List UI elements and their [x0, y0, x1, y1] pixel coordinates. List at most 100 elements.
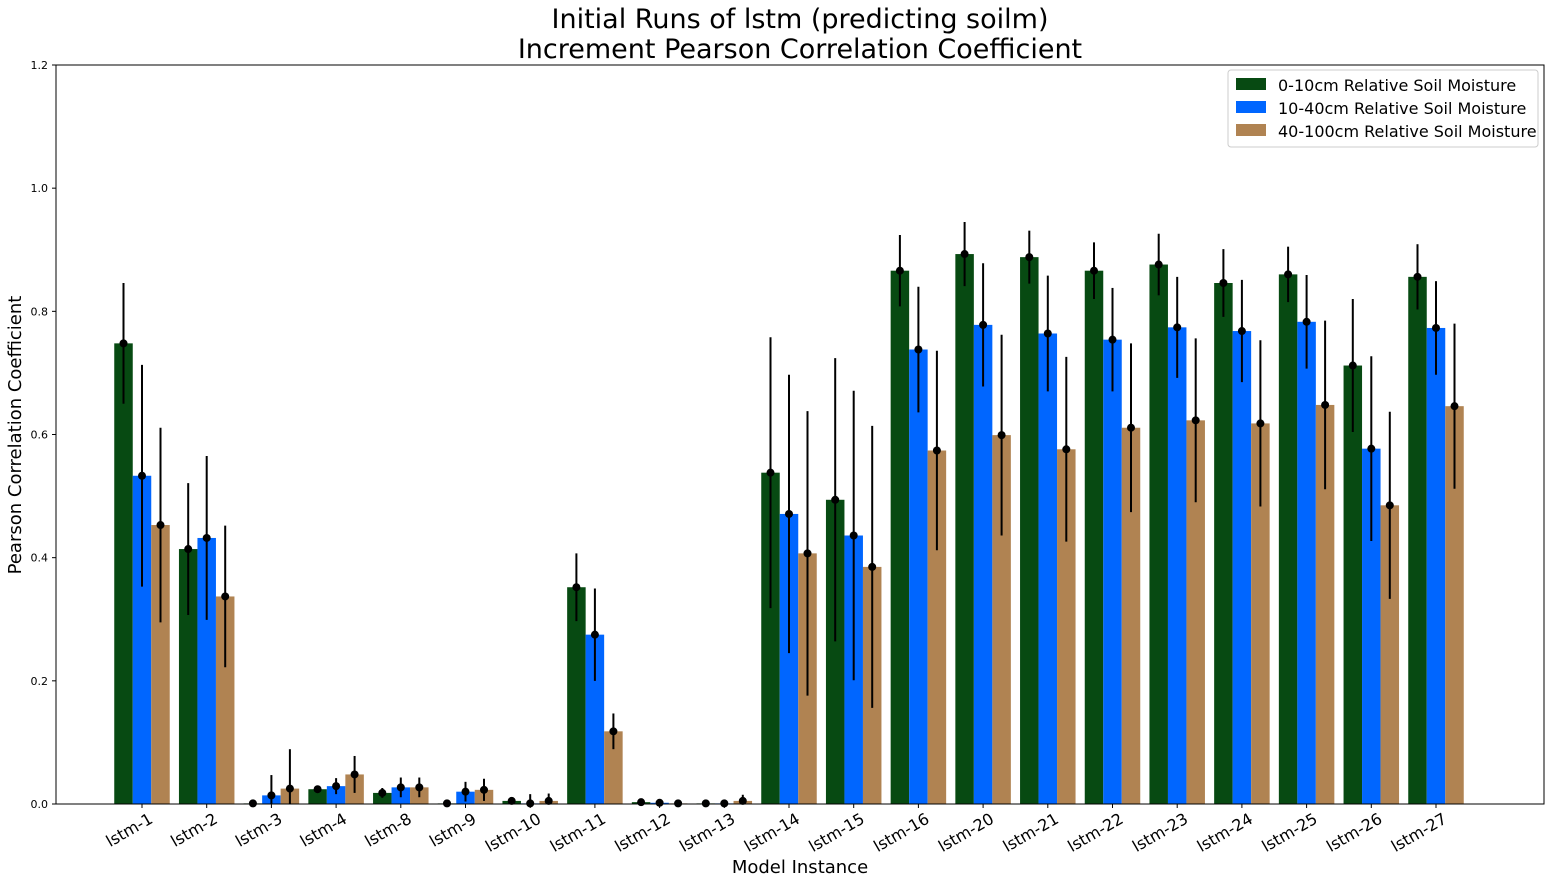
- x-tick-label: lstm-13: [676, 809, 738, 856]
- point-lstm-23-series-1: [1173, 323, 1182, 332]
- bar-lstm-1-series-2: [151, 525, 170, 804]
- bar-lstm-11-series-2: [604, 731, 623, 804]
- x-tick-label: lstm-14: [741, 809, 803, 856]
- point-lstm-1-series-0: [119, 339, 128, 348]
- point-lstm-1-series-2: [156, 521, 165, 530]
- x-axis: lstm-1 lstm-2 lstm-3 lstm-4 lstm-8 lstm-9 lstm…: [103, 804, 1450, 856]
- x-axis-label: Model Instance: [732, 857, 868, 878]
- bar-lstm-27-series-0: [1408, 276, 1427, 805]
- point-lstm-8-series-2: [415, 783, 424, 792]
- point-lstm-11-series-0: [572, 583, 581, 592]
- legend-label-0-10cm: 0-10cm Relative Soil Moisture: [1278, 76, 1516, 95]
- bar-lstm-26-series-0: [1343, 365, 1363, 804]
- point-lstm-27-series-1: [1432, 323, 1440, 332]
- point-lstm-27-series-0: [1413, 272, 1422, 281]
- x-tick-label: lstm-8: [361, 809, 414, 851]
- chart-title-line-2: Increment Pearson Correlation Coefficien…: [518, 34, 1082, 65]
- point-lstm-10-series-0: [507, 796, 516, 805]
- point-lstm-26-series-2: [1385, 501, 1394, 510]
- point-lstm-13-series-2: [738, 796, 747, 805]
- bar-lstm-20-series-1: [973, 324, 993, 804]
- point-lstm-9-series-2: [480, 785, 488, 794]
- x-tick-label: lstm-23: [1129, 809, 1191, 856]
- x-tick-label: lstm-1: [103, 809, 156, 851]
- bar-lstm-2-series-1: [197, 537, 216, 804]
- legend-label-10-40cm: 10-40cm Relative Soil Moisture: [1278, 99, 1526, 118]
- point-lstm-15-series-1: [849, 531, 858, 540]
- point-lstm-14-series-0: [766, 468, 775, 477]
- bar-lstm-2-series-0: [178, 549, 198, 804]
- point-lstm-24-series-1: [1237, 327, 1246, 336]
- bar-lstm-11-series-0: [567, 587, 586, 804]
- bar-lstm-4-series-0: [308, 789, 327, 804]
- point-lstm-3-series-0: [248, 799, 257, 808]
- point-lstm-3-series-2: [285, 784, 294, 793]
- point-lstm-15-series-2: [868, 562, 877, 571]
- x-tick-label: lstm-21: [1000, 809, 1062, 856]
- bar-lstm-2-series-2: [215, 596, 235, 804]
- x-tick-label: lstm-3: [232, 809, 285, 851]
- bar-lstm-20-series-2: [992, 435, 1011, 804]
- bar-lstm-23-series-2: [1186, 420, 1205, 804]
- point-lstm-9-series-1: [461, 787, 470, 796]
- errorbar-group: [119, 222, 1459, 808]
- x-tick-label: lstm-20: [935, 809, 997, 856]
- bar-lstm-8-series-0: [373, 792, 392, 804]
- legend-swatch-40-100cm: [1236, 124, 1266, 136]
- y-axis: 0.0 0.2 0.4 0.6 0.8 1.0 1.2: [31, 59, 56, 811]
- point-lstm-21-series-1: [1043, 329, 1052, 338]
- bar-lstm-23-series-1: [1167, 327, 1187, 804]
- bar-lstm-26-series-2: [1380, 505, 1400, 804]
- point-lstm-21-series-0: [1025, 253, 1034, 262]
- legend-swatch-10-40cm: [1236, 101, 1266, 113]
- point-lstm-22-series-2: [1127, 423, 1135, 432]
- bar-lstm-22-series-2: [1121, 427, 1141, 804]
- point-lstm-11-series-1: [590, 630, 599, 639]
- y-tick-label: 0.4: [31, 552, 49, 565]
- point-lstm-13-series-1: [720, 799, 729, 808]
- bar-lstm-16-series-2: [927, 450, 947, 804]
- point-lstm-23-series-2: [1191, 416, 1200, 425]
- bar-lstm-11-series-1: [585, 634, 605, 804]
- bar-group: [114, 254, 1464, 805]
- y-tick-label: 1.2: [31, 59, 49, 72]
- point-lstm-14-series-2: [803, 549, 812, 558]
- x-tick-label: lstm-11: [547, 809, 609, 856]
- bar-lstm-20-series-0: [955, 254, 974, 804]
- point-lstm-2-series-0: [184, 545, 193, 554]
- y-tick-label: 0.0: [31, 798, 49, 811]
- point-lstm-14-series-1: [785, 509, 793, 518]
- point-lstm-20-series-2: [997, 431, 1006, 440]
- y-axis-label: Pearson Correlation Coefficient: [5, 296, 26, 575]
- point-lstm-12-series-0: [637, 798, 646, 807]
- bar-lstm-24-series-2: [1251, 423, 1270, 804]
- bar-lstm-21-series-1: [1038, 333, 1058, 804]
- chart-title-line-1: Initial Runs of lstm (predicting soilm): [552, 4, 1049, 35]
- point-lstm-25-series-2: [1321, 400, 1330, 409]
- point-lstm-23-series-0: [1154, 260, 1163, 269]
- x-tick-label: lstm-10: [482, 809, 544, 856]
- bar-lstm-25-series-2: [1315, 404, 1335, 804]
- point-lstm-15-series-0: [831, 495, 840, 504]
- legend-label-40-100cm: 40-100cm Relative Soil Moisture: [1278, 122, 1537, 141]
- x-tick-label: lstm-2: [167, 809, 220, 851]
- point-lstm-16-series-2: [932, 446, 941, 455]
- point-lstm-25-series-0: [1284, 270, 1293, 279]
- point-lstm-4-series-0: [313, 785, 322, 794]
- bar-lstm-14-series-0: [761, 472, 780, 804]
- x-tick-label: lstm-12: [611, 809, 673, 856]
- point-lstm-10-series-1: [526, 799, 535, 808]
- point-lstm-3-series-1: [267, 791, 276, 800]
- point-lstm-25-series-1: [1302, 317, 1311, 326]
- point-lstm-21-series-2: [1062, 445, 1071, 454]
- x-tick-label: lstm-15: [806, 809, 868, 856]
- point-lstm-13-series-0: [701, 799, 710, 808]
- point-lstm-10-series-2: [544, 796, 553, 805]
- y-tick-label: 1.0: [31, 182, 49, 195]
- x-tick-label: lstm-9: [426, 809, 479, 851]
- legend: 0-10cm Relative Soil Moisture 10-40cm Re…: [1227, 69, 1539, 148]
- point-lstm-24-series-2: [1256, 419, 1265, 428]
- point-lstm-22-series-0: [1090, 266, 1098, 275]
- bar-lstm-24-series-1: [1232, 331, 1252, 804]
